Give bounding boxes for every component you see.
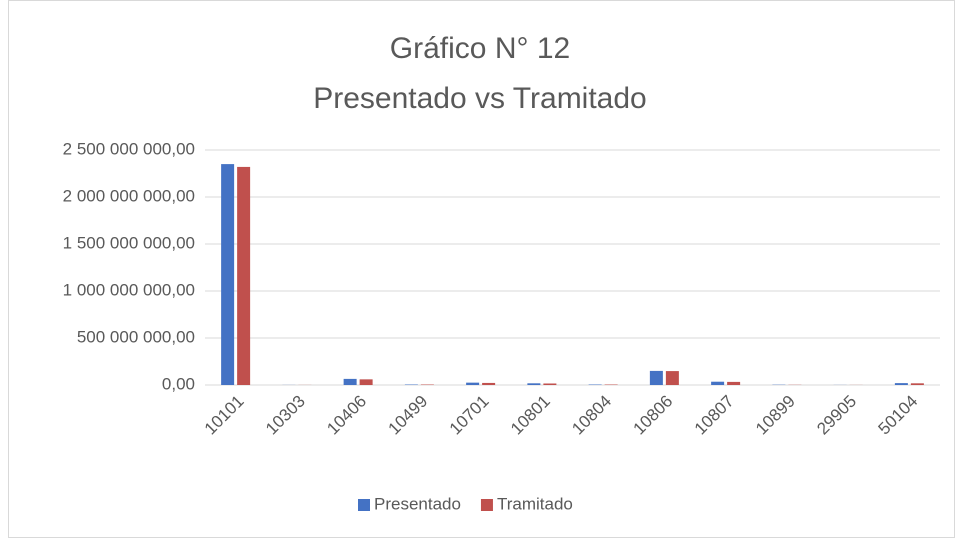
bar — [727, 381, 741, 385]
bar — [237, 166, 251, 385]
y-tick-label: 0,00 — [162, 374, 195, 393]
bar — [221, 164, 235, 385]
chart-subtitle: Presentado vs Tramitado — [313, 82, 647, 115]
bar — [711, 381, 725, 385]
bar — [482, 382, 496, 385]
chart-title: Gráfico N° 12 — [390, 32, 570, 65]
bar — [649, 370, 663, 385]
bar — [543, 383, 557, 385]
bar — [665, 371, 679, 385]
y-tick-label: 2 500 000 000,00 — [63, 139, 195, 158]
y-tick-label: 500 000 000,00 — [77, 327, 195, 346]
bar — [527, 383, 541, 385]
legend-label: Tramitado — [497, 494, 573, 513]
legend-swatch — [480, 499, 493, 511]
y-tick-label: 1 000 000 000,00 — [63, 280, 195, 299]
legend-swatch — [358, 499, 370, 511]
y-tick-label: 2 000 000 000,00 — [63, 186, 195, 205]
chart-border — [8, 0, 955, 538]
bar — [343, 378, 357, 385]
bar — [910, 383, 924, 385]
legend-label: Presentado — [374, 494, 461, 513]
bar — [359, 379, 373, 385]
bar — [894, 383, 908, 385]
y-tick-label: 1 500 000 000,00 — [63, 233, 195, 252]
bar — [466, 382, 480, 385]
